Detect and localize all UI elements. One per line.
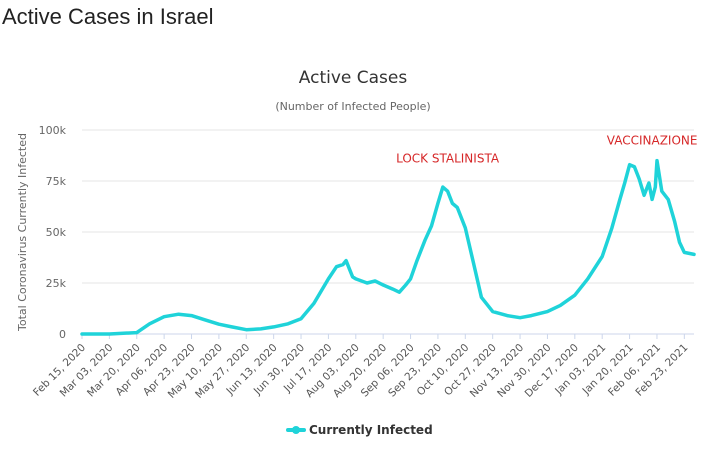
annotations: LOCK STALINISTA VACCINAZIONE	[396, 133, 697, 165]
legend[interactable]: Currently Infected	[286, 423, 433, 437]
y-tick-label: 25k	[46, 277, 67, 290]
y-tick-label: 50k	[46, 226, 67, 239]
y-axis-label: Total Coronavirus Currently Infected	[16, 133, 29, 332]
page-title: Active Cases in Israel	[2, 4, 214, 29]
legend-marker	[292, 426, 300, 434]
annotation-label: LOCK STALINISTA	[396, 152, 500, 166]
annotation-label: VACCINAZIONE	[607, 133, 698, 147]
y-tick-label: 75k	[46, 175, 67, 188]
legend-label: Currently Infected	[309, 423, 433, 437]
chart-title: Active Cases	[299, 68, 408, 88]
series-line-currently-infected[interactable]	[80, 158, 696, 336]
chart-subtitle: (Number of Infected People)	[275, 100, 430, 113]
y-tick-label: 100k	[39, 124, 67, 137]
gridlines	[82, 129, 694, 335]
y-axis-ticks: 0 25k 50k 75k 100k	[39, 124, 67, 341]
y-tick-label: 0	[59, 328, 66, 341]
series-group	[80, 158, 696, 336]
